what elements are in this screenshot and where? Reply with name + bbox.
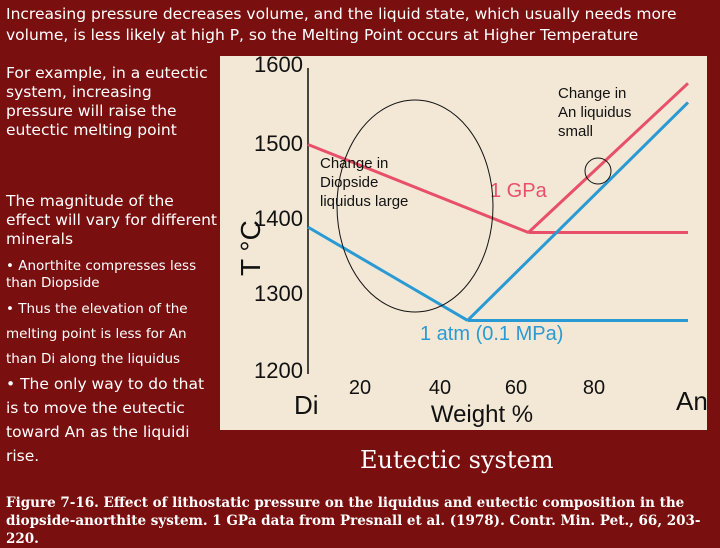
note-anorthite-line: Change in — [558, 85, 626, 102]
y-tick-label: 1200 — [254, 358, 303, 383]
note-diopside-line: Change in — [320, 155, 388, 172]
bullet-anorthite: • Anorthite compresses less than Diopsid… — [6, 258, 197, 291]
bullet-only-way: • The only way to do that is to move the… — [6, 375, 205, 465]
diopside-highlight-ellipse — [336, 99, 494, 313]
x-tick-label: 40 — [429, 377, 451, 399]
slide-title: Increasing pressure decreases volume, an… — [6, 5, 677, 44]
label-1gpa: 1 GPa — [490, 180, 548, 202]
x-tick-label: 80 — [583, 377, 605, 399]
eutectic-caption: Eutectic system — [360, 446, 554, 474]
phase-diagram-chart: 1600 1500 1400 1300 1200 T °C 20 40 60 8… — [235, 52, 708, 428]
note-anorthite-line: small — [558, 123, 593, 140]
y-tick-label: 1600 — [254, 56, 303, 77]
x-axis-label: Weight % — [431, 401, 533, 428]
liquidus-1gpa-an-side — [527, 82, 690, 234]
note-anorthite-line: An liquidus — [558, 104, 631, 121]
x-end-an: An — [676, 386, 707, 416]
y-tick-label: 1400 — [254, 206, 303, 231]
paragraph-magnitude: The magnitude of the effect will vary fo… — [6, 192, 218, 248]
x-tick-label: 20 — [349, 377, 371, 399]
y-tick-label: 1500 — [254, 131, 303, 156]
figure-caption: Figure 7-16. Effect of lithostatic press… — [6, 495, 701, 547]
y-axis-label: T °C — [235, 220, 266, 276]
anorthite-highlight-circle — [584, 157, 612, 185]
phase-diagram-panel: 1600 1500 1400 1300 1200 T °C 20 40 60 8… — [220, 52, 708, 430]
liquidus-1atm-di-side — [307, 225, 469, 322]
x-tick-label: 60 — [505, 377, 527, 399]
bullet-list: • Anorthite compresses less than Diopsid… — [6, 258, 216, 468]
note-diopside-line: Diopside — [320, 174, 378, 191]
bullet-elevation: • Thus the elevation of the melting poin… — [6, 301, 188, 367]
x-end-di: Di — [294, 390, 319, 420]
y-tick-label: 1300 — [254, 281, 303, 306]
liquidus-1atm-an-side — [466, 101, 690, 322]
label-1atm: 1 atm (0.1 MPa) — [420, 323, 563, 345]
note-diopside-line: liquidus large — [320, 193, 408, 210]
paragraph-eutectic-example: For example, in a eutectic system, incre… — [6, 64, 208, 139]
